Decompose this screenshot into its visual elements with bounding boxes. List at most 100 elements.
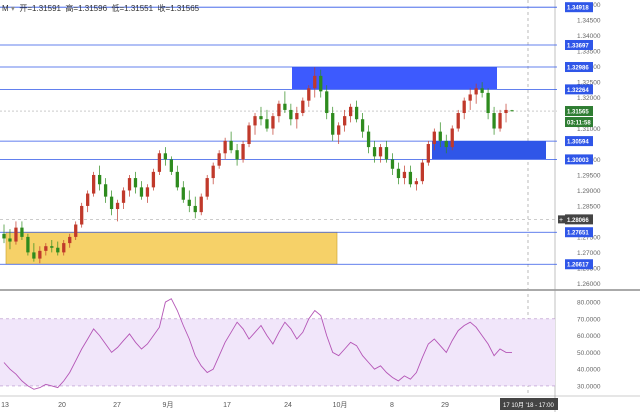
level-badge [565,84,593,95]
candle-body [450,128,454,148]
candle-body [92,174,96,194]
time-tick-label: 13 [1,402,9,409]
rsi-tick-label: 40.0000 [577,367,601,374]
candle-body [211,165,215,179]
candle-body [343,116,347,126]
candle-body [38,250,42,259]
candle-body [390,159,395,169]
candle-body [26,236,30,253]
price-tick-label: 1.28500 [577,203,601,210]
low-label: 低= [111,4,125,13]
ohlc-header: M ▾ 开=1.31591 高=1.31596 低=1.31551 收=1.31… [2,3,199,14]
price-tick-label: 1.27500 [577,234,601,241]
level-badge [565,154,593,165]
candle-body [56,247,60,253]
rsi-line [3,298,512,390]
candle-body [97,174,102,185]
candle-body [360,119,365,132]
level-badge-label: 1.32264 [567,88,589,94]
level-badge-label: 1.32986 [567,66,589,72]
candle-body [313,75,317,89]
demand-zone-lower [5,231,338,265]
candle-body [20,227,24,237]
candle-body [163,153,168,160]
candle-body [271,116,275,129]
candle-body [295,113,299,120]
plus-icon: + [559,217,563,224]
level-badge [565,214,593,225]
level-badge [565,62,593,73]
low-value: 1.31551 [124,4,154,13]
candle-body [468,94,472,101]
candle-body [480,88,484,93]
rsi-band [0,318,555,386]
candle-body [456,113,460,129]
candle-body [301,100,305,114]
close-label: 收= [157,4,171,13]
level-badge-label: 1.30003 [567,158,589,164]
candle-body [193,205,197,213]
level-badge-label: 1.28066 [567,218,589,224]
level-badge [565,106,593,117]
candle-body [145,187,150,197]
level-badge-label: 1.26617 [567,263,589,269]
candle-body [74,224,78,237]
candle-body [348,106,353,117]
time-tick-label: 17 [223,402,231,409]
candle-body [444,140,448,148]
candle-body [139,187,144,197]
candle-body [68,236,72,244]
candle-body [408,171,413,185]
candle-body [277,103,281,117]
candle-body [247,125,251,144]
candle-body [432,131,436,144]
candle-body [253,116,257,126]
candle-body [50,246,54,248]
price-tick-label: 1.33500 [577,49,601,56]
level-badge [565,2,593,13]
level-badge [565,259,593,270]
rsi-tick-label: 30.0000 [577,383,601,390]
candle-body [265,119,269,129]
price-tick-label: 1.32000 [577,95,601,102]
candle-body [492,113,496,129]
price-tick-label: 1.26000 [577,281,601,288]
candle-body [217,153,221,166]
candle-body [32,252,36,259]
close-value: 1.31565 [170,4,200,13]
candle-body [414,181,419,185]
candle-body [115,202,120,210]
candle-body [103,184,108,197]
symbol-glyph: M [2,4,9,13]
level-badge [565,39,593,50]
price-tick-label: 1.34000 [577,33,601,40]
candle-body [319,75,323,92]
candle-body [8,238,12,242]
candle-body [109,196,114,210]
level-badge-label: 03:11:58 [567,121,591,127]
candle-body [438,131,442,141]
candle-body [121,190,126,203]
candle-body [384,147,389,160]
candle-body [426,144,430,163]
candle-body [229,140,233,151]
candle-body [462,100,466,114]
supply-zone [292,67,497,90]
level-badge [565,227,593,238]
demand-zone-upper [432,141,546,160]
candle-body [151,171,156,188]
candle-body [241,144,245,160]
candle-body [504,109,508,114]
level-badge-plus [558,215,565,224]
dropdown-icon[interactable]: ▾ [10,4,15,13]
candle-body [259,116,263,120]
level-badge [565,117,593,128]
crosshair-time-label: 17 10月 '18 - 17:00 [503,402,555,409]
candle-body [205,178,209,197]
candle-body [420,162,424,182]
open-label: 开= [19,4,33,13]
price-tick-label: 1.27000 [577,250,601,257]
candle-body [80,205,84,225]
